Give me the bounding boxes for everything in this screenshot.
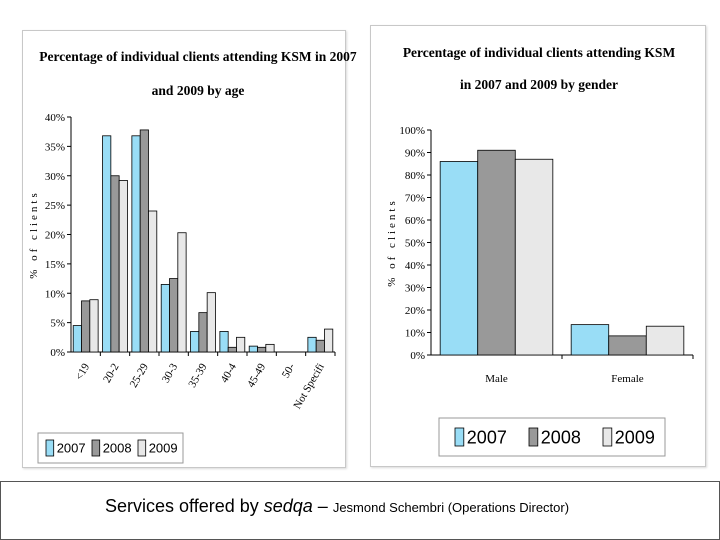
- legend-swatch-2009: [602, 427, 613, 447]
- bar-2007-4: [190, 331, 200, 353]
- x-category-label: 30-3: [160, 361, 181, 385]
- y-tick-label: 30%: [405, 283, 425, 295]
- bar-2007-8: [307, 336, 317, 353]
- bar-2008-0: [477, 149, 516, 356]
- y-tick-label: 0%: [410, 350, 425, 362]
- bar-2008-5: [227, 346, 237, 353]
- legend-swatch-2009: [137, 439, 147, 457]
- bar-2009-4: [206, 292, 216, 353]
- age-chart-panel: Percentage of individual clients attendi…: [22, 30, 357, 468]
- y-tick-label: 25%: [45, 200, 65, 212]
- x-category-label: 35-39: [186, 361, 209, 390]
- slide-caption: Services offered by sedqa – Jesmond Sche…: [105, 496, 569, 517]
- legend-swatch-2008: [528, 427, 539, 447]
- age-chart: Percentage of individual clients attendi…: [28, 49, 357, 464]
- bar-2007-1: [570, 324, 610, 356]
- y-tick-label: 20%: [45, 230, 65, 242]
- bar-2007-1: [102, 135, 112, 353]
- y-tick-label: 15%: [45, 259, 65, 271]
- legend-swatch-2007: [454, 427, 465, 447]
- caption-presenter: Jesmond Schembri (Operations Director): [332, 500, 570, 515]
- bar-2007-5: [219, 331, 229, 353]
- chart-title-line: Percentage of individual clients attendi…: [39, 49, 357, 64]
- legend-swatch-2008: [91, 439, 101, 457]
- legend-label-2008: 2008: [103, 441, 132, 456]
- bar-2008-4: [198, 312, 208, 353]
- y-tick-label: 5%: [50, 318, 65, 330]
- bar-2009-2: [148, 210, 158, 353]
- y-tick-label: 60%: [405, 215, 425, 227]
- caption-organisation: sedqa: [263, 496, 313, 516]
- gender-chart-panel: Percentage of individual clients attendi…: [370, 25, 706, 467]
- x-category-label: 20-2: [101, 362, 121, 385]
- bar-2007-0: [439, 161, 479, 356]
- legend-label-2009: 2009: [615, 427, 655, 447]
- y-tick-label: 70%: [405, 193, 425, 205]
- bar-2007-2: [131, 135, 141, 353]
- legend-swatch-2007: [45, 439, 55, 457]
- y-tick-label: 100%: [399, 125, 425, 137]
- bar-2008-2: [139, 129, 149, 353]
- chart-title-line: Percentage of individual clients attendi…: [403, 45, 676, 60]
- y-tick-label: 90%: [405, 148, 425, 160]
- y-tick-label: 40%: [45, 112, 65, 124]
- y-tick-label: 40%: [405, 260, 425, 272]
- bar-2009-0: [514, 158, 554, 356]
- legend-label-2007: 2007: [57, 441, 86, 456]
- bar-2008-3: [169, 278, 179, 353]
- y-axis-label: % of clients: [28, 190, 40, 279]
- legend-label-2009: 2009: [149, 441, 178, 456]
- bar-2008-8: [315, 339, 325, 353]
- y-tick-label: 0%: [50, 347, 65, 359]
- chart-title-line: in 2007 and 2009 by gender: [460, 77, 618, 92]
- y-tick-label: 50%: [405, 238, 425, 250]
- bar-2007-6: [248, 345, 258, 353]
- bar-2008-0: [81, 300, 91, 353]
- bar-2009-0: [89, 299, 99, 353]
- x-category-label: 45-49: [245, 361, 268, 390]
- bar-2009-8: [324, 328, 334, 353]
- legend-label-2007: 2007: [467, 427, 507, 447]
- bar-2009-3: [177, 232, 187, 353]
- x-category-label: <19: [73, 361, 92, 382]
- bar-2008-1: [608, 335, 647, 356]
- y-tick-label: 10%: [405, 328, 425, 340]
- bar-2007-3: [160, 284, 170, 353]
- y-axis-label: % of clients: [386, 198, 398, 287]
- legend-box: [438, 417, 666, 457]
- x-category-label: 25-29: [128, 361, 151, 390]
- gender-chart: Percentage of individual clients attendi…: [386, 45, 694, 457]
- y-tick-label: 35%: [45, 141, 65, 153]
- bar-2009-1: [645, 325, 685, 356]
- x-category-label: 40-4: [218, 361, 239, 385]
- y-tick-label: 80%: [405, 170, 425, 182]
- bar-2007-0: [72, 325, 82, 353]
- x-category-label: Female: [611, 373, 643, 385]
- caption-main: Services offered by: [105, 496, 264, 516]
- caption-dash: –: [312, 496, 333, 516]
- legend-box: [37, 432, 184, 464]
- legend-label-2008: 2008: [541, 427, 581, 447]
- y-tick-label: 10%: [45, 288, 65, 300]
- bar-2009-5: [236, 336, 246, 353]
- bar-2009-6: [265, 343, 275, 353]
- x-category-label: Male: [485, 373, 508, 385]
- bar-2009-1: [118, 180, 128, 353]
- y-tick-label: 30%: [45, 171, 65, 183]
- bar-2008-6: [257, 346, 267, 353]
- bar-2008-1: [110, 175, 120, 353]
- chart-title-line: and 2009 by age: [152, 83, 245, 98]
- y-tick-label: 20%: [405, 305, 425, 317]
- x-category-label: 50-: [280, 361, 298, 380]
